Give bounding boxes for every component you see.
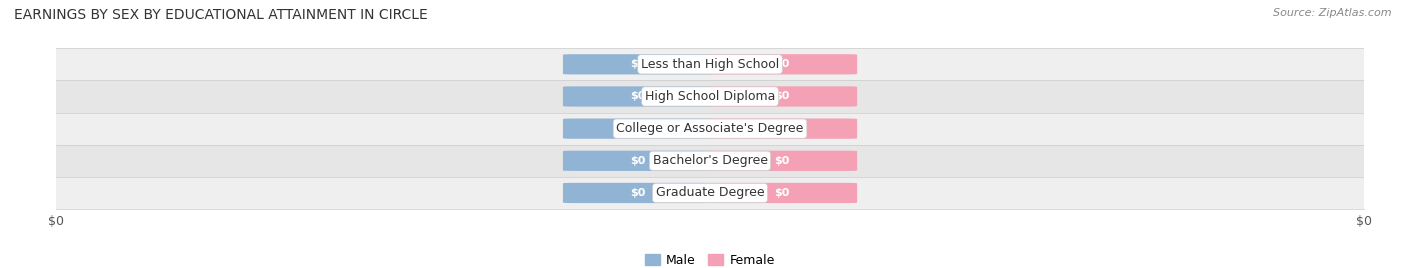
FancyBboxPatch shape xyxy=(707,118,858,139)
Bar xyxy=(56,48,1364,80)
Text: $0: $0 xyxy=(775,188,790,198)
FancyBboxPatch shape xyxy=(562,54,713,75)
Bar xyxy=(56,145,1364,177)
Bar xyxy=(56,113,1364,145)
FancyBboxPatch shape xyxy=(707,54,858,75)
Text: $0: $0 xyxy=(775,156,790,166)
Text: $0: $0 xyxy=(775,59,790,69)
Text: $0: $0 xyxy=(630,156,645,166)
FancyBboxPatch shape xyxy=(562,183,713,203)
Text: Less than High School: Less than High School xyxy=(641,58,779,71)
Text: Source: ZipAtlas.com: Source: ZipAtlas.com xyxy=(1274,8,1392,18)
FancyBboxPatch shape xyxy=(707,183,858,203)
Text: $0: $0 xyxy=(630,91,645,102)
FancyBboxPatch shape xyxy=(562,86,713,107)
Text: EARNINGS BY SEX BY EDUCATIONAL ATTAINMENT IN CIRCLE: EARNINGS BY SEX BY EDUCATIONAL ATTAINMEN… xyxy=(14,8,427,22)
Bar xyxy=(56,177,1364,209)
Text: High School Diploma: High School Diploma xyxy=(645,90,775,103)
Bar xyxy=(56,80,1364,113)
Text: College or Associate's Degree: College or Associate's Degree xyxy=(616,122,804,135)
FancyBboxPatch shape xyxy=(562,118,713,139)
Text: Graduate Degree: Graduate Degree xyxy=(655,187,765,199)
Text: $0: $0 xyxy=(775,124,790,134)
Text: $0: $0 xyxy=(775,91,790,102)
Legend: Male, Female: Male, Female xyxy=(641,250,779,268)
Text: $0: $0 xyxy=(630,188,645,198)
FancyBboxPatch shape xyxy=(707,151,858,171)
Text: $0: $0 xyxy=(630,124,645,134)
Text: Bachelor's Degree: Bachelor's Degree xyxy=(652,154,768,167)
FancyBboxPatch shape xyxy=(707,86,858,107)
Text: $0: $0 xyxy=(630,59,645,69)
FancyBboxPatch shape xyxy=(562,151,713,171)
